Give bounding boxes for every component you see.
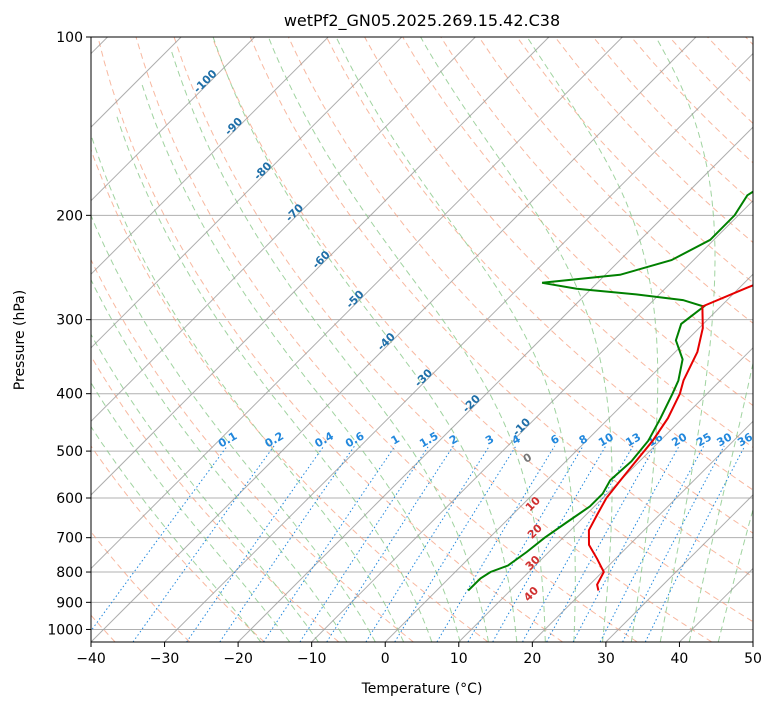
moist-adiabat bbox=[170, 49, 489, 642]
isotherm bbox=[91, 37, 256, 202]
mixing-ratio-line bbox=[132, 445, 275, 642]
y-tick-label: 1000 bbox=[47, 622, 83, 638]
dry-adiabat bbox=[249, 37, 753, 578]
moist-adiabat bbox=[420, 37, 613, 642]
mixing-ratio-line bbox=[522, 445, 634, 642]
x-tick-label: 20 bbox=[523, 651, 541, 667]
moist-adiabat bbox=[91, 333, 319, 642]
dry-adiabats bbox=[91, 37, 753, 642]
moist-adiabat bbox=[91, 381, 291, 642]
x-tick-label: 10 bbox=[450, 651, 468, 667]
mixing-ratio-line bbox=[436, 445, 556, 642]
y-tick-label: 200 bbox=[56, 208, 83, 224]
mixing-ratio-line bbox=[219, 445, 356, 642]
y-axis-ticks: 100 200 300 400 500 600 700 800 900 1000 bbox=[47, 30, 91, 638]
y-tick-label: 600 bbox=[56, 491, 83, 507]
mixing-ratio-line bbox=[186, 445, 325, 642]
dewpoint-series-line bbox=[467, 190, 753, 592]
moist-adiabat bbox=[688, 360, 753, 642]
isotherm bbox=[91, 37, 329, 275]
moist-adiabats bbox=[91, 37, 753, 642]
x-tick-label: 40 bbox=[671, 651, 689, 667]
dry-adiabat bbox=[326, 37, 753, 491]
moist-adiabat bbox=[91, 278, 348, 642]
x-tick-label: 50 bbox=[744, 651, 762, 667]
moist-adiabat bbox=[717, 507, 753, 642]
pressure-gridlines bbox=[91, 37, 753, 630]
mixing-ratio-line bbox=[644, 445, 746, 642]
x-tick-label: −40 bbox=[76, 651, 106, 667]
moist-adiabat bbox=[526, 37, 659, 642]
dry-adiabat bbox=[91, 258, 414, 642]
x-tick-label: −20 bbox=[223, 651, 253, 667]
temperature-series-line bbox=[587, 284, 753, 591]
dry-adiabat bbox=[287, 37, 753, 534]
plot-frame bbox=[90, 36, 754, 643]
y-tick-label: 300 bbox=[56, 313, 83, 329]
mixing-ratio-line bbox=[299, 445, 430, 642]
mixing-ratio-line bbox=[394, 445, 517, 642]
y-tick-label: 900 bbox=[56, 595, 83, 611]
moist-adiabat bbox=[141, 83, 461, 642]
moist-adiabat bbox=[655, 37, 716, 642]
dry-adiabat bbox=[97, 37, 563, 642]
x-axis-ticks: −40 −30 −20 −10 0 10 20 30 40 50 bbox=[76, 642, 762, 667]
mixing-ratio-line bbox=[365, 445, 490, 642]
isotherm bbox=[91, 37, 403, 349]
y-tick-label: 500 bbox=[56, 444, 83, 460]
isotherm bbox=[91, 37, 550, 496]
mixing-ratio-line bbox=[622, 445, 725, 642]
isotherm bbox=[237, 126, 753, 642]
x-tick-label: 30 bbox=[597, 651, 615, 667]
mixing-ratio-line bbox=[326, 445, 454, 642]
y-tick-label: 400 bbox=[56, 387, 83, 403]
y-tick-label: 700 bbox=[56, 531, 83, 547]
moist-adiabat bbox=[115, 114, 433, 642]
moist-adiabat bbox=[91, 425, 262, 642]
moist-adiabat bbox=[91, 214, 376, 642]
isotherm bbox=[531, 420, 753, 642]
x-tick-label: −10 bbox=[297, 651, 327, 667]
isotherm bbox=[91, 37, 697, 642]
dry-adiabat bbox=[91, 355, 340, 642]
isotherm bbox=[311, 199, 753, 642]
dry-adiabat bbox=[173, 37, 713, 642]
x-axis-label: Temperature (°C) bbox=[361, 681, 483, 697]
y-tick-label: 100 bbox=[56, 30, 83, 46]
isotherm bbox=[384, 273, 753, 642]
isotherm bbox=[164, 52, 753, 642]
x-tick-label: −30 bbox=[150, 651, 180, 667]
dry-adiabat bbox=[211, 37, 753, 623]
moist-adiabat bbox=[267, 37, 546, 642]
moist-adiabat bbox=[212, 37, 518, 642]
mixing-ratio-line bbox=[263, 445, 396, 642]
mixing-ratio-label: 36 bbox=[735, 430, 755, 449]
y-tick-label: 800 bbox=[56, 565, 83, 581]
isotherms bbox=[91, 37, 753, 642]
chart-title: wetPf2_GN05.2025.269.15.42.C38 bbox=[284, 11, 560, 31]
isotherm bbox=[605, 494, 753, 642]
mixing-ratio-line bbox=[546, 445, 656, 642]
isotherm bbox=[458, 347, 753, 642]
x-tick-label: 0 bbox=[381, 651, 390, 667]
isotherm bbox=[91, 37, 623, 570]
y-axis-label: Pressure (hPa) bbox=[12, 290, 28, 390]
isotherm bbox=[91, 37, 476, 423]
moist-adiabat bbox=[335, 37, 576, 642]
dry-adiabat bbox=[91, 445, 265, 642]
moist-adiabat bbox=[91, 133, 405, 642]
